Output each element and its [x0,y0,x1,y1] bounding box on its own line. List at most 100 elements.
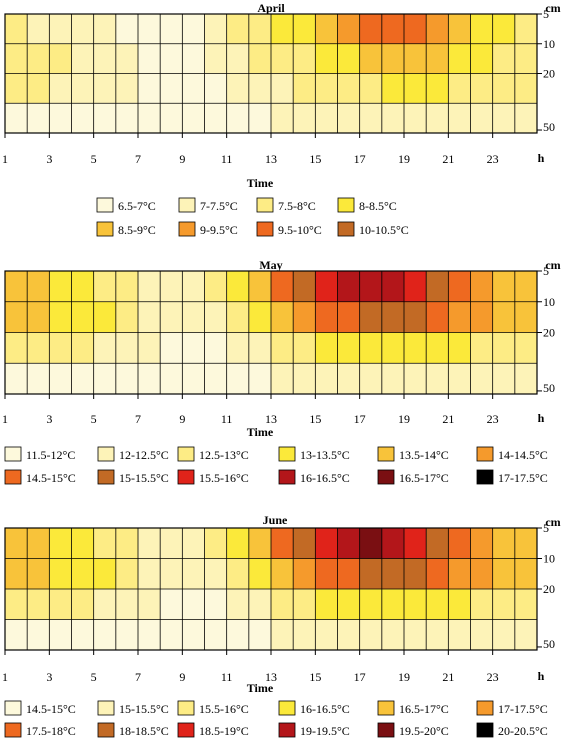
heatmap-cell [492,43,516,74]
heatmap-cell [182,301,205,333]
heatmap-cell [404,301,427,333]
heatmap-cell [49,301,72,333]
heatmap-cell [160,43,183,74]
legend-label: 16.5-17°C [399,702,449,716]
heatmap-cell [293,103,316,134]
heatmap-cell [204,73,228,104]
heatmap-cell [381,73,405,104]
legend-label: 20-20.5°C [498,724,548,738]
legend-label: 14.5-15°C [26,471,76,485]
heatmap-cell [93,558,117,590]
heatmap-cell [182,528,205,559]
heatmap-cell [426,103,449,134]
heatmap-cell [514,73,538,104]
x-tick-label: 1 [2,412,8,426]
heatmap-cell [293,528,316,559]
heatmap-cell [160,332,183,364]
heatmap-cell [514,271,538,303]
heatmap-cell [470,619,494,651]
heatmap-cell [359,43,383,74]
legend-label: 11.5-12°C [26,448,75,462]
heatmap-cell [182,14,205,45]
heatmap-cell [115,73,139,104]
heatmap-cell [138,528,161,559]
heatmap-cell [381,103,405,134]
heatmap-cell [492,271,516,303]
heatmap-cell [492,619,516,651]
x-tick-label: 11 [221,412,233,426]
y-tick-label: 20 [543,326,555,340]
heatmap-cell [426,14,449,45]
legend-label: 9-9.5°C [200,223,238,237]
y-tick-label: 10 [543,295,555,309]
heatmap-cell [27,363,50,395]
heatmap-cell [404,73,427,104]
heatmap-cell [93,528,117,559]
heatmap-cell [470,363,494,395]
heatmap-cell [315,103,338,134]
heatmap-cell [448,271,471,303]
heatmap-cell [49,103,72,134]
heatmap-cell [160,363,183,395]
x-tick-label: 9 [179,152,185,166]
heatmap-cell [27,301,50,333]
x-tick-label: 3 [46,670,52,684]
heatmap-cell [71,332,95,364]
heatmap-cell [138,363,161,395]
legend-swatch [97,446,115,462]
heatmap-cell [426,43,449,74]
heatmap-cell [337,73,361,104]
heatmap-cell [514,558,538,590]
y-tick-label: 10 [543,37,555,51]
legend-label: 15.5-16°C [199,471,249,485]
x-axis-label: Time [247,425,274,439]
heatmap-cell [492,558,516,590]
heatmap-cell [49,271,72,303]
heatmap-cell [315,332,338,364]
heatmap-cell [49,14,72,45]
heatmap-cell [293,619,316,651]
heatmap-cell [93,14,117,45]
legend-label: 19-19.5°C [300,724,350,738]
heatmap-cell [271,363,294,395]
legend-swatch [4,722,22,738]
y-unit-label: cm [545,1,560,15]
heatmap-cell [115,332,139,364]
heatmap-cell [448,332,471,364]
legend-label: 15-15.5°C [119,702,169,716]
heatmap-cell [160,14,183,45]
legend-label: 17-17.5°C [498,471,548,485]
legend-swatch [476,469,494,485]
legend-swatch [337,197,355,213]
heatmap-cell [226,558,250,590]
heatmap-cell [248,271,272,303]
heatmap-cell [5,103,28,134]
heatmap-cell [470,103,494,134]
x-tick-label: 19 [398,670,410,684]
heatmap-cell [204,103,228,134]
heatmap-cell [204,332,228,364]
heatmap-cell [5,14,28,45]
heatmap-cell [293,363,316,395]
heatmap-cell [248,14,272,45]
x-unit-label: h [538,411,545,425]
heatmap-cell [248,103,272,134]
heatmap-cell [27,73,50,104]
x-tick-label: 3 [46,412,52,426]
heatmap-cell [71,301,95,333]
y-tick-label: 5 [543,264,549,278]
heatmap-cell [514,528,538,559]
heatmap-cell [138,589,161,620]
heatmap-cell [182,619,205,651]
heatmap-cell [226,271,250,303]
heatmap-cell [49,558,72,590]
legend-swatch [4,446,22,462]
heatmap-cell [204,43,228,74]
heatmap-cell [160,528,183,559]
heatmap-cell [27,43,50,74]
legend-swatch [337,221,355,237]
heatmap-cell [138,73,161,104]
heatmap-cell [71,528,95,559]
heatmap-cell [381,14,405,45]
heatmap-cell [315,43,338,74]
